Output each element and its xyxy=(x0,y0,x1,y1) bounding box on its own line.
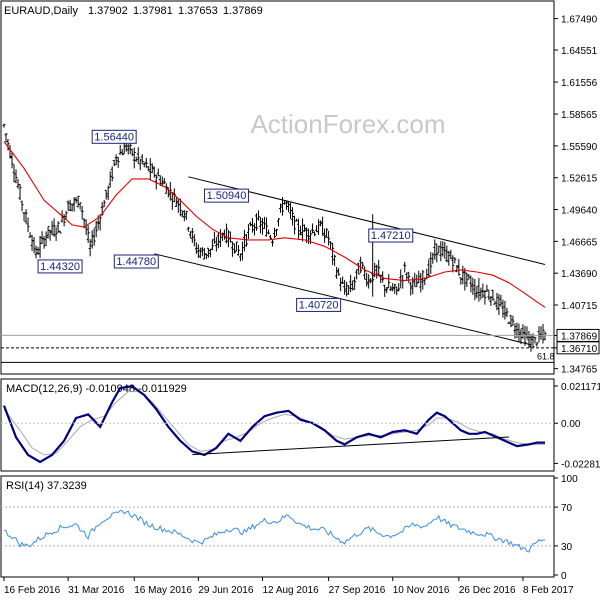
macd-signal-line xyxy=(3,391,545,456)
price-annotation-label: 1.44320 xyxy=(40,261,80,273)
price-y-tick-label: 1.36710 xyxy=(561,344,598,355)
macd-line xyxy=(2,385,545,464)
ohlc-open: 1.37902 xyxy=(88,5,128,17)
price-y-tick-label: 1.58565 xyxy=(561,110,598,121)
price-y-tick-label: 1.46665 xyxy=(561,237,598,248)
price-annotation-label: 1.44780 xyxy=(116,256,156,268)
rsi-y-tick-label: 100 xyxy=(561,474,578,485)
price-header: EURAUD,Daily 1.37902 1.37981 1.37653 1.3… xyxy=(4,5,263,17)
watermark: ActionForex.com xyxy=(250,109,445,139)
price-plot-area xyxy=(1,123,554,363)
price-annotation-box xyxy=(37,259,83,274)
price-y-tick-label: 1.52615 xyxy=(561,174,598,185)
x-tick-label: 10 Nov 2016 xyxy=(393,585,450,596)
rsi-y-axis: 100 70 30 0 xyxy=(554,474,578,582)
x-tick-label: 29 Jun 2016 xyxy=(198,585,253,596)
price-annotation-label: 1.40720 xyxy=(299,299,339,311)
rsi-y-tick-label: 30 xyxy=(561,542,573,553)
price-y-axis: 1.67490 1.64551 1.61556 1.58565 1.55590 1.526… xyxy=(554,15,600,376)
price-level-tag xyxy=(556,341,600,355)
macd-title: MACD(12,26,9) -0.010948 -0.011929 xyxy=(6,383,187,395)
price-annotation-label: 1.47210 xyxy=(371,230,411,242)
price-annotation-box xyxy=(368,228,414,243)
ohlc-close: 1.37869 xyxy=(223,5,263,17)
price-annotation-label: 1.56440 xyxy=(94,131,134,143)
rsi-line xyxy=(3,509,546,553)
x-tick-label: 31 Mar 2016 xyxy=(68,585,125,596)
ohlc-high: 1.37981 xyxy=(133,5,173,17)
x-tick-label: 12 Aug 2016 xyxy=(262,585,319,596)
x-tick-label: 26 Dec 2016 xyxy=(459,585,516,596)
price-annotation-box xyxy=(91,129,137,144)
macd-plot-area xyxy=(1,385,554,464)
price-y-tick-label: 1.37869 xyxy=(561,331,598,342)
price-y-tick-label: 1.43690 xyxy=(561,269,598,280)
price-y-tick-label: 1.40715 xyxy=(561,301,598,312)
price-annotation-box xyxy=(296,297,342,312)
ohlc-low: 1.37653 xyxy=(178,5,218,17)
price-y-tick-label: 1.61556 xyxy=(561,78,598,89)
macd-panel-frame xyxy=(0,378,555,472)
x-tick-label: 16 Feb 2016 xyxy=(4,585,61,596)
price-annotation-box xyxy=(113,254,159,269)
macd-y-axis: 0.021171 0.00 -0.022814 xyxy=(554,382,600,470)
price-y-tick-label: 1.67490 xyxy=(561,15,598,26)
channel-lower-line xyxy=(154,253,532,346)
rsi-title: RSI(14) 37.3239 xyxy=(6,480,87,492)
moving-average-line xyxy=(3,141,546,308)
macd-y-tick-label: -0.022814 xyxy=(561,459,600,470)
x-tick-label: 8 Feb 2017 xyxy=(523,585,574,596)
fib-label: 61.8 xyxy=(537,351,555,361)
price-y-tick-label: 1.34765 xyxy=(561,365,598,376)
price-y-tick-label: 1.49640 xyxy=(561,206,598,217)
x-axis: 16 Feb 2016 31 Mar 2016 16 May 2016 29 Jun … xyxy=(3,577,574,596)
price-y-tick-label: 1.55590 xyxy=(561,142,598,153)
x-tick-label: 27 Sep 2016 xyxy=(329,585,386,596)
rsi-panel-frame xyxy=(0,475,555,578)
macd-y-tick-label: 0.00 xyxy=(561,419,581,430)
chart-title: EURAUD,Daily xyxy=(4,5,78,17)
price-panel-frame xyxy=(0,0,555,375)
rsi-plot-area xyxy=(1,506,554,553)
price-y-tick-label: 1.64551 xyxy=(561,46,598,57)
rsi-y-tick-label: 0 xyxy=(561,571,567,582)
macd-trend-line xyxy=(192,436,509,456)
macd-y-tick-label: 0.021171 xyxy=(561,382,600,393)
price-annotation-label: 1.50940 xyxy=(207,190,247,202)
price-annotations: 61.8 1.56440 1.44320 1.44780 1.50940 1.40720 1… xyxy=(37,129,555,361)
x-tick-label: 16 May 2016 xyxy=(134,585,192,596)
rsi-y-tick-label: 70 xyxy=(561,503,573,514)
price-annotation-box xyxy=(203,188,249,203)
